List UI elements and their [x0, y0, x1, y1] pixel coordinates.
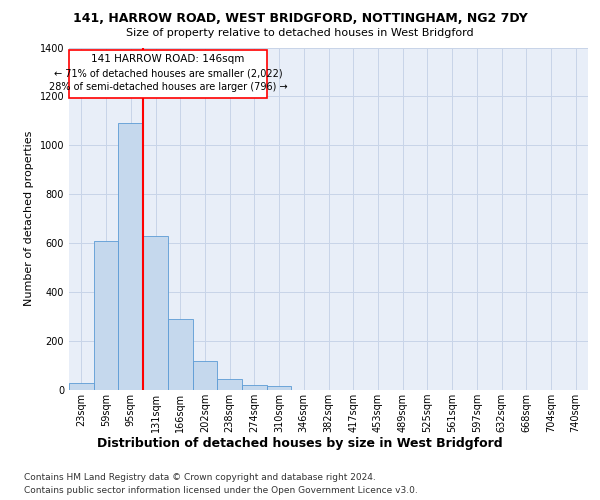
Bar [267, 386, 292, 390]
Y-axis label: Number of detached properties: Number of detached properties [24, 131, 34, 306]
Text: 141 HARROW ROAD: 146sqm: 141 HARROW ROAD: 146sqm [91, 54, 245, 64]
Bar [217, 379, 242, 390]
FancyBboxPatch shape [69, 50, 267, 98]
Text: Contains HM Land Registry data © Crown copyright and database right 2024.: Contains HM Land Registry data © Crown c… [24, 472, 376, 482]
Bar [168, 319, 193, 390]
Text: 28% of semi-detached houses are larger (796) →: 28% of semi-detached houses are larger (… [49, 82, 287, 92]
Bar [242, 385, 267, 390]
Bar [69, 382, 94, 390]
Text: Size of property relative to detached houses in West Bridgford: Size of property relative to detached ho… [126, 28, 474, 38]
Text: Distribution of detached houses by size in West Bridgford: Distribution of detached houses by size … [97, 438, 503, 450]
Bar [143, 236, 168, 390]
Text: ← 71% of detached houses are smaller (2,022): ← 71% of detached houses are smaller (2,… [53, 69, 282, 79]
Bar [193, 360, 217, 390]
Text: Contains public sector information licensed under the Open Government Licence v3: Contains public sector information licen… [24, 486, 418, 495]
Text: 141, HARROW ROAD, WEST BRIDGFORD, NOTTINGHAM, NG2 7DY: 141, HARROW ROAD, WEST BRIDGFORD, NOTTIN… [73, 12, 527, 26]
Bar [94, 241, 118, 390]
Bar [118, 124, 143, 390]
